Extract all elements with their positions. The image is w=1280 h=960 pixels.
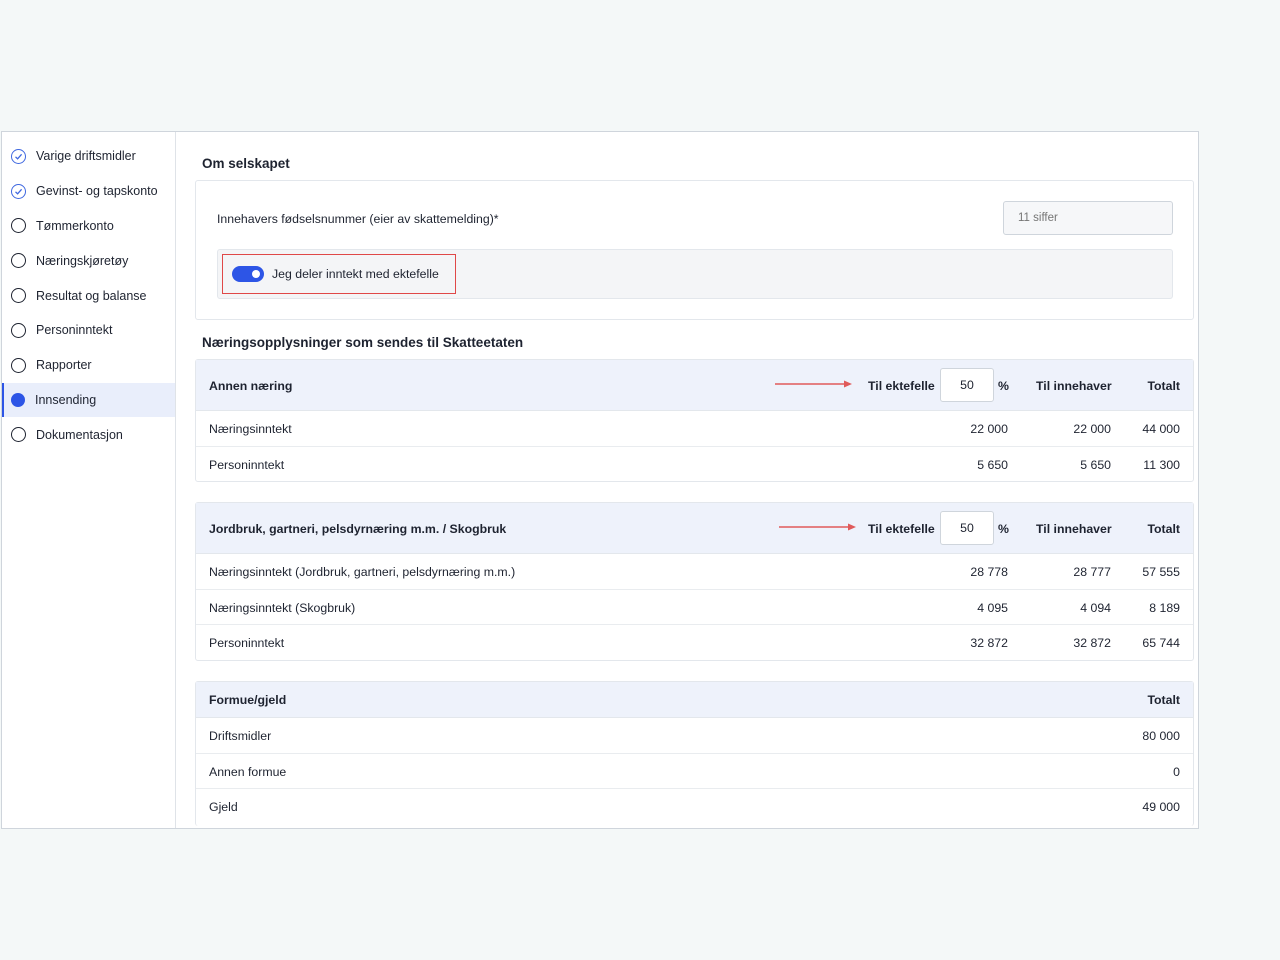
sidebar-item-label: Tømmerkonto <box>36 218 114 233</box>
sidebar-item-label: Innsending <box>35 392 97 407</box>
sidebar-item-label: Resultat og balanse <box>36 288 147 303</box>
sidebar-item-resultat-og-balanse[interactable]: Resultat og balanse <box>2 278 175 313</box>
col-total-header: Totalt <box>1147 693 1180 707</box>
table-row: Driftsmidler 80 000 <box>196 718 1193 753</box>
sidebar-item-label: Dokumentasjon <box>36 427 123 442</box>
empty-circle-icon <box>11 253 26 269</box>
formue-gjeld-table: Formue/gjeld Totalt Driftsmidler 80 000 … <box>195 681 1194 826</box>
spouse-value: 32 872 <box>970 636 1008 650</box>
row-label: Gjeld <box>209 800 238 814</box>
total-value: 49 000 <box>1142 800 1180 814</box>
spouse-value: 4 095 <box>977 601 1008 615</box>
table-header: Annen næring Til ektefelle % Til innehav… <box>196 360 1193 411</box>
col-owner-header: Til innehaver <box>1036 522 1112 536</box>
col-spouse-header: Til ektefelle <box>868 379 935 393</box>
spouse-percent-input[interactable] <box>940 511 994 545</box>
arrow-right-icon <box>775 380 852 388</box>
sidebar-item-gevinst-og-tapskonto[interactable]: Gevinst- og tapskonto <box>2 174 175 209</box>
total-value: 44 000 <box>1142 422 1180 436</box>
owner-id-input[interactable] <box>1003 201 1173 235</box>
spouse-value: 5 650 <box>977 458 1008 472</box>
total-value: 0 <box>1173 765 1180 779</box>
spouse-value: 28 778 <box>970 565 1008 579</box>
sidebar-item-innsending[interactable]: Innsending <box>2 382 175 418</box>
row-label: Driftsmidler <box>209 729 272 743</box>
owner-value: 22 000 <box>1073 422 1111 436</box>
empty-circle-icon <box>11 357 26 373</box>
owner-value: 28 777 <box>1073 565 1111 579</box>
col-total-header: Totalt <box>1147 522 1180 536</box>
empty-circle-icon <box>11 218 26 234</box>
owner-id-label: Innehavers fødselsnummer (eier av skatte… <box>217 212 499 226</box>
row-label: Personinntekt <box>209 458 285 472</box>
share-income-toggle[interactable] <box>232 266 264 282</box>
total-value: 80 000 <box>1142 729 1180 743</box>
category-label: Annen næring <box>209 379 293 393</box>
check-circle-icon <box>11 148 26 164</box>
empty-circle-icon <box>11 288 26 304</box>
total-value: 8 189 <box>1149 601 1180 615</box>
spouse-share-box: Jeg deler inntekt med ektefelle <box>217 249 1173 299</box>
table-row: Gjeld 49 000 <box>196 788 1193 823</box>
sidebar-item-varige-driftsmidler[interactable]: Varige driftsmidler <box>2 139 175 174</box>
spouse-value: 22 000 <box>970 422 1008 436</box>
table-row: Personinntekt 5 650 5 650 11 300 <box>196 446 1193 481</box>
business-section-title: Næringsopplysninger som sendes til Skatt… <box>202 335 524 350</box>
filled-circle-icon <box>11 392 25 407</box>
owner-value: 5 650 <box>1080 458 1111 472</box>
owner-value: 32 872 <box>1073 636 1111 650</box>
sidebar-item-tommerkonto[interactable]: Tømmerkonto <box>2 209 175 244</box>
sidebar-item-label: Næringskjøretøy <box>36 253 129 268</box>
category-label: Jordbruk, gartneri, pelsdyrnæring m.m. /… <box>209 522 507 536</box>
owner-value: 4 094 <box>1080 601 1111 615</box>
jordbruk-skogbruk-table: Jordbruk, gartneri, pelsdyrnæring m.m. /… <box>195 502 1194 661</box>
table-row: Næringsinntekt 22 000 22 000 44 000 <box>196 411 1193 446</box>
row-label: Næringsinntekt (Skogbruk) <box>209 601 356 615</box>
col-total-header: Totalt <box>1147 379 1180 393</box>
total-value: 11 300 <box>1143 458 1180 472</box>
col-percent-header: % <box>998 522 1009 536</box>
table-row: Næringsinntekt (Jordbruk, gartneri, pels… <box>196 554 1193 589</box>
empty-circle-icon <box>11 322 26 338</box>
app-window: Varige driftsmidler Gevinst- og tapskont… <box>1 131 1199 829</box>
sidebar-item-personinntekt[interactable]: Personinntekt <box>2 313 175 348</box>
sidebar-item-label: Personinntekt <box>36 323 113 338</box>
row-label: Næringsinntekt (Jordbruk, gartneri, pels… <box>209 565 516 579</box>
main-content: Om selskapet Innehavers fødselsnummer (e… <box>176 132 1198 828</box>
sidebar: Varige driftsmidler Gevinst- og tapskont… <box>2 132 176 828</box>
col-owner-header: Til innehaver <box>1036 379 1112 393</box>
sidebar-item-label: Rapporter <box>36 358 92 373</box>
table-row: Næringsinntekt (Skogbruk) 4 095 4 094 8 … <box>196 589 1193 624</box>
total-value: 57 555 <box>1142 565 1180 579</box>
row-label: Annen formue <box>209 765 287 779</box>
check-circle-icon <box>11 183 26 199</box>
table-row: Personinntekt 32 872 32 872 65 744 <box>196 624 1193 659</box>
row-label: Næringsinntekt <box>209 422 292 436</box>
sidebar-item-dokumentasjon[interactable]: Dokumentasjon <box>2 417 175 452</box>
sidebar-item-label: Varige driftsmidler <box>36 149 136 164</box>
spouse-percent-input[interactable] <box>940 368 994 402</box>
row-label: Personinntekt <box>209 636 285 650</box>
col-percent-header: % <box>998 379 1009 393</box>
company-card: Innehavers fødselsnummer (eier av skatte… <box>195 180 1194 320</box>
category-label: Formue/gjeld <box>209 693 287 707</box>
highlight-box: Jeg deler inntekt med ektefelle <box>222 254 456 294</box>
sidebar-item-label: Gevinst- og tapskonto <box>36 184 158 199</box>
table-header: Jordbruk, gartneri, pelsdyrnæring m.m. /… <box>196 503 1193 554</box>
table-header: Formue/gjeld Totalt <box>196 682 1193 718</box>
empty-circle-icon <box>11 427 26 443</box>
company-section-title: Om selskapet <box>202 156 290 171</box>
sidebar-item-rapporter[interactable]: Rapporter <box>2 348 175 383</box>
table-row: Annen formue 0 <box>196 753 1193 788</box>
total-value: 65 744 <box>1142 636 1180 650</box>
col-spouse-header: Til ektefelle <box>868 522 935 536</box>
annen-naering-table: Annen næring Til ektefelle % Til innehav… <box>195 359 1194 482</box>
arrow-right-icon <box>779 523 856 531</box>
share-income-label: Jeg deler inntekt med ektefelle <box>272 267 439 281</box>
sidebar-item-naeringskjoretoy[interactable]: Næringskjøretøy <box>2 243 175 278</box>
